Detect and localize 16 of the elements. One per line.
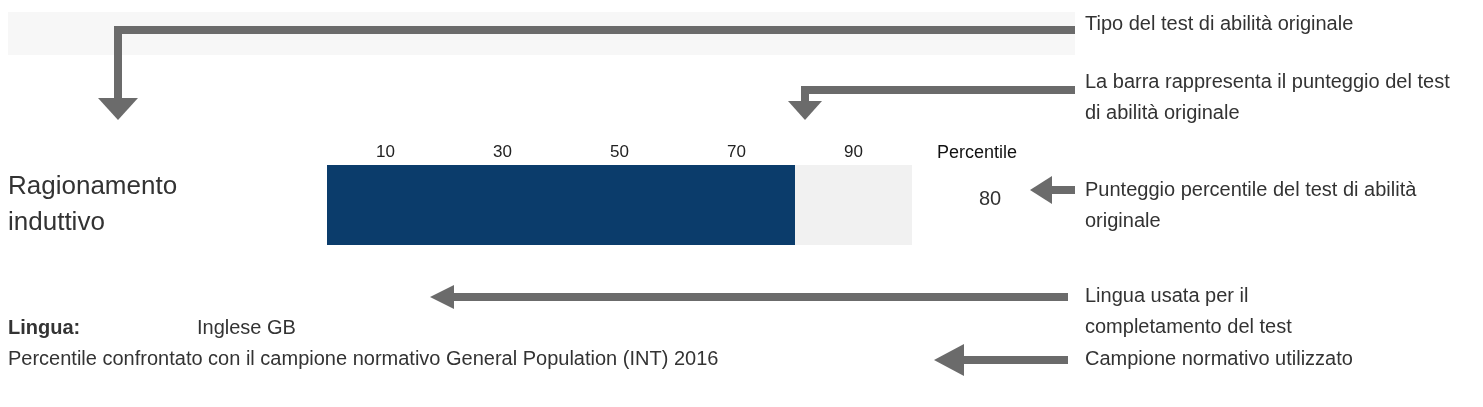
text: Campione normativo utilizzato [1085,346,1354,371]
text: Lingua usata per il completamento del test [1085,283,1293,339]
y-tick-label: Ragionamento induttivo [8,169,178,236]
x-tick-label: 10 [376,142,395,161]
x-axis-title: Percentile [937,142,1018,163]
x-tick-label: 30 [493,142,512,161]
x-tick-label: 70 [727,142,746,161]
text: Percentile confrontato con il campione normativo General Population (INT) 2016 [8,346,720,371]
text: 80 [977,186,1003,211]
text: La barra rappresenta il punteggio del test di abilità originale [1085,69,1451,125]
text: Inglese GB [197,315,297,340]
x-tick-label: 50 [610,142,629,161]
x-tick-label: 90 [844,142,863,161]
text: Tipo del test di abilità originale [1085,11,1355,36]
text: Punteggio percentile del test di abilità originale [1085,177,1418,233]
text: Lingua: [8,315,82,340]
